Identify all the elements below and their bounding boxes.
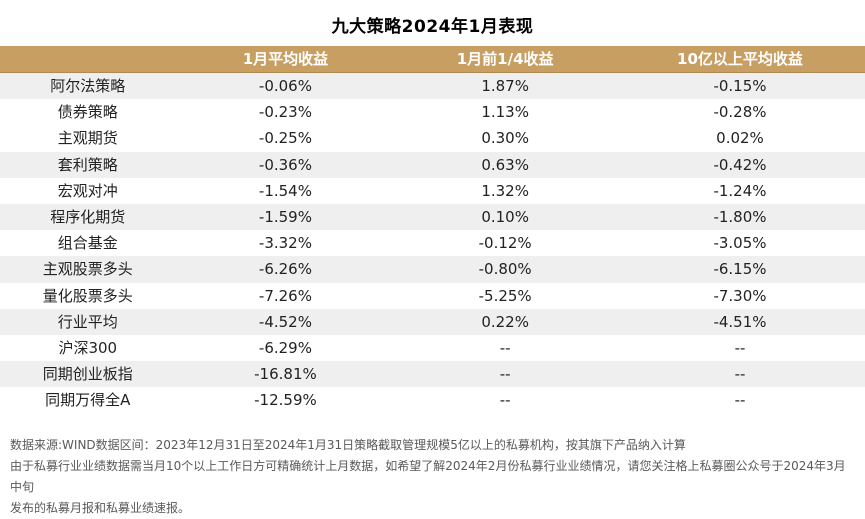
strategy-name-cell: 同期创业板指 xyxy=(42,365,133,384)
top-quartile-cell: -- xyxy=(499,338,511,357)
top-quartile-cell: 1.13% xyxy=(481,103,529,122)
top-quartile-cell: 0.63% xyxy=(481,155,529,174)
table-row: 主观股票多头 -6.26% -0.80% -6.15% xyxy=(0,256,865,283)
top-quartile-cell: 0.10% xyxy=(481,207,529,226)
column-header-over-1b-average-return: 10亿以上平均收益 xyxy=(677,50,803,68)
table-row: 组合基金 -3.32% -0.12% -3.05% xyxy=(0,230,865,256)
table-row: 行业平均 -4.52% 0.22% -4.51% xyxy=(0,308,865,335)
strategy-name-cell: 程序化期货 xyxy=(50,207,126,226)
avg-return-cell: -3.32% xyxy=(258,234,312,253)
strategy-name-cell: 同期万得全A xyxy=(45,391,131,410)
table-row: 主观期货 -0.25% 0.30% 0.02% xyxy=(0,125,865,151)
strategy-name-cell: 量化股票多头 xyxy=(42,286,133,305)
over-1b-cell: -0.42% xyxy=(713,155,767,174)
performance-table: 1月平均收益 1月前1/4收益 10亿以上平均收益 阿尔法策略 -0.06% 1… xyxy=(0,46,865,413)
column-header-jan-average-return: 1月平均收益 xyxy=(242,50,329,68)
top-quartile-cell: -- xyxy=(499,365,511,384)
avg-return-cell: -16.81% xyxy=(254,365,317,384)
strategy-name-cell: 套利策略 xyxy=(57,155,118,174)
page-title: 九大策略2024年1月表现 xyxy=(331,17,534,37)
over-1b-cell: -- xyxy=(734,365,746,384)
over-1b-cell: -3.05% xyxy=(713,234,767,253)
over-1b-cell: -0.28% xyxy=(713,103,767,122)
table-row: 程序化期货 -1.59% 0.10% -1.80% xyxy=(0,203,865,231)
top-quartile-cell: 1.87% xyxy=(481,77,529,95)
footnote-line: 由于私募行业业绩数据需当月10个以上工作日方可精确统计上月数据，如希望了解202… xyxy=(10,459,846,495)
strategy-name-cell: 行业平均 xyxy=(57,312,118,331)
footnote-line: 发布的私募月报和私募业绩速报。 xyxy=(10,501,191,516)
strategy-name-cell: 组合基金 xyxy=(57,234,118,253)
avg-return-cell: -12.59% xyxy=(254,391,317,410)
table-row: 同期创业板指 -16.81% -- -- xyxy=(0,361,865,388)
top-quartile-cell: -0.12% xyxy=(478,234,532,253)
over-1b-cell: -1.24% xyxy=(713,181,767,200)
strategy-name-cell: 宏观对冲 xyxy=(57,181,118,200)
avg-return-cell: -7.26% xyxy=(258,286,312,305)
top-quartile-cell: 1.32% xyxy=(481,181,529,200)
table-row: 同期万得全A -12.59% -- -- xyxy=(0,387,865,413)
top-quartile-cell: 0.22% xyxy=(481,312,529,331)
table-row: 债券策略 -0.23% 1.13% -0.28% xyxy=(0,99,865,125)
strategy-name-cell: 沪深300 xyxy=(58,338,118,357)
table-header-row: 1月平均收益 1月前1/4收益 10亿以上平均收益 xyxy=(0,46,865,73)
over-1b-cell: 0.02% xyxy=(716,129,764,148)
column-header-jan-top-quartile-return: 1月前1/4收益 xyxy=(456,50,554,68)
top-quartile-cell: -- xyxy=(499,391,511,410)
table-row: 阿尔法策略 -0.06% 1.87% -0.15% xyxy=(0,73,865,100)
avg-return-cell: -0.06% xyxy=(258,77,312,95)
avg-return-cell: -4.52% xyxy=(258,312,312,331)
avg-return-cell: -1.59% xyxy=(258,207,312,226)
footnotes: 数据来源:WIND数据区间：2023年12月31日至2024年1月31日策略截取… xyxy=(0,435,865,519)
top-quartile-cell: 0.30% xyxy=(481,129,529,148)
avg-return-cell: -0.23% xyxy=(258,103,312,122)
over-1b-cell: -0.15% xyxy=(713,77,767,95)
top-quartile-cell: -5.25% xyxy=(478,286,532,305)
over-1b-cell: -- xyxy=(734,338,746,357)
strategy-name-cell: 主观股票多头 xyxy=(42,260,133,279)
avg-return-cell: -6.29% xyxy=(258,338,312,357)
over-1b-cell: -4.51% xyxy=(713,312,767,331)
avg-return-cell: -6.26% xyxy=(258,260,312,279)
over-1b-cell: -1.80% xyxy=(713,207,767,226)
table-row: 量化股票多头 -7.26% -5.25% -7.30% xyxy=(0,283,865,309)
footnote-line: 数据来源:WIND数据区间：2023年12月31日至2024年1月31日策略截取… xyxy=(10,438,686,453)
avg-return-cell: -1.54% xyxy=(258,181,312,200)
over-1b-cell: -- xyxy=(734,391,746,410)
avg-return-cell: -0.36% xyxy=(258,155,312,174)
strategy-name-cell: 债券策略 xyxy=(57,103,118,122)
over-1b-cell: -7.30% xyxy=(713,286,767,305)
strategy-name-cell: 主观期货 xyxy=(57,129,118,148)
table-row: 沪深300 -6.29% -- -- xyxy=(0,335,865,361)
avg-return-cell: -0.25% xyxy=(258,129,312,148)
table-row: 套利策略 -0.36% 0.63% -0.42% xyxy=(0,151,865,178)
over-1b-cell: -6.15% xyxy=(713,260,767,279)
top-quartile-cell: -0.80% xyxy=(478,260,532,279)
table-row: 宏观对冲 -1.54% 1.32% -1.24% xyxy=(0,178,865,204)
strategy-name-cell: 阿尔法策略 xyxy=(50,77,126,95)
column-header-strategy xyxy=(0,46,176,72)
